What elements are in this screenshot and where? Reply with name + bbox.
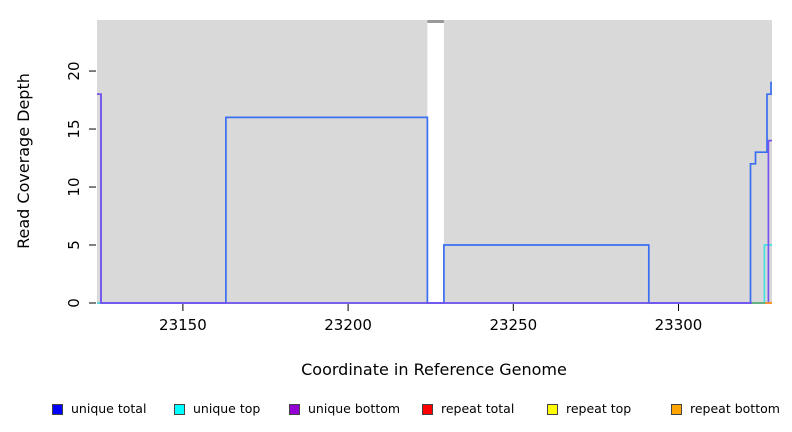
legend-swatch-unique-total <box>52 403 63 415</box>
legend-swatch-repeat-total <box>422 403 433 415</box>
x-tick-label: 23300 <box>655 316 703 334</box>
no-data-gap <box>427 20 444 303</box>
x-tick-label: 23150 <box>159 316 207 334</box>
y-tick-label: 15 <box>65 119 83 138</box>
legend-label: unique bottom <box>308 401 401 416</box>
legend-swatch-unique-bottom <box>289 403 300 415</box>
no-data-gap-cap <box>427 20 444 23</box>
legend-item-repeat-bottom: repeat bottom <box>671 400 780 418</box>
legend-item-unique-top: unique top <box>174 400 260 418</box>
legend-swatch-repeat-bottom <box>671 403 682 415</box>
legend-item-repeat-top: repeat top <box>547 400 631 418</box>
legend-item-unique-bottom: unique bottom <box>289 400 400 418</box>
series-line-unique-bottom <box>97 93 772 304</box>
coverage-chart-svg: 23150 23200 23250 23300 0 5 10 15 20 <box>65 20 772 334</box>
legend-item-repeat-total: repeat total <box>422 400 514 418</box>
x-tick-label: 23250 <box>489 316 537 334</box>
legend-swatch-repeat-top <box>547 403 558 415</box>
x-tick-label: 23200 <box>324 316 372 334</box>
legend-label: repeat bottom <box>690 401 780 416</box>
legend-label: unique total <box>71 401 147 416</box>
legend-label: repeat total <box>441 401 515 416</box>
y-tick-label: 5 <box>65 240 83 250</box>
legend-label: unique top <box>193 401 261 416</box>
legend-label: repeat top <box>566 401 632 416</box>
legend-item-unique-total: unique total <box>52 400 146 418</box>
y-tick-label: 0 <box>65 298 83 308</box>
legend-swatch-unique-top <box>174 403 185 415</box>
legend: unique total unique top unique bottom repea… <box>0 400 792 426</box>
y-axis-label: Read Coverage Depth <box>14 73 33 249</box>
y-tick-label: 20 <box>65 61 83 80</box>
series-line-unique-total <box>97 81 772 304</box>
x-axis-label: Coordinate in Reference Genome <box>301 360 567 379</box>
y-tick-label: 10 <box>65 177 83 196</box>
